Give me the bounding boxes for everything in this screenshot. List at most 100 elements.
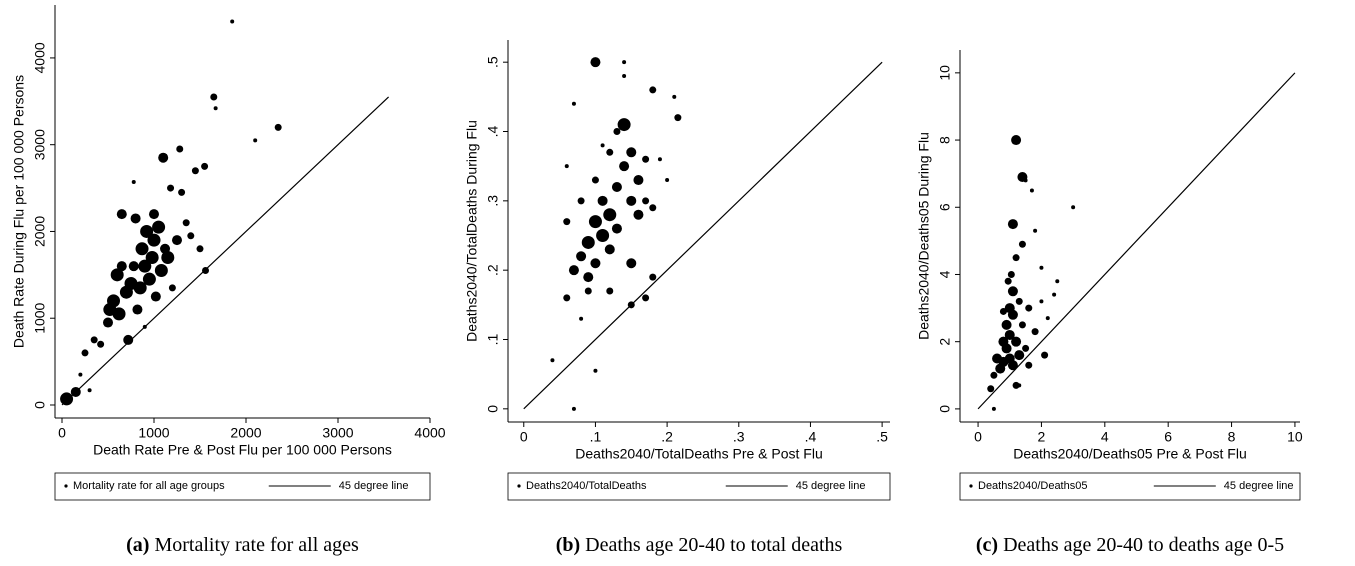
data-point (1017, 383, 1022, 388)
y-tick-label: 2000 (32, 216, 48, 247)
x-axis-title: Death Rate Pre & Post Flu per 100 000 Pe… (93, 442, 392, 458)
panel: 0 2 4 6 8 10 0 2 4 6 8 10 Deaths2040/Deaths05 Pre & … (916, 50, 1303, 556)
caption: (c) Deaths age 20-40 to deaths age 0-5 (976, 534, 1284, 556)
legend-text: 45 degree line (339, 480, 409, 492)
data-point (591, 176, 599, 184)
legend-text: Mortality rate for all age groups (73, 480, 225, 492)
x-tick-label: 0 (974, 429, 982, 445)
x-tick-label: 6 (1164, 429, 1172, 445)
data-point (611, 181, 622, 192)
y-tick-label: .1 (485, 333, 501, 345)
data-point (991, 406, 996, 411)
y-tick-label: .4 (485, 125, 501, 137)
data-point (131, 180, 136, 184)
data-point (158, 152, 169, 163)
data-point (1022, 344, 1030, 352)
data-point (633, 175, 644, 186)
y-tick-label: 10 (937, 65, 953, 81)
x-tick-label: 2 (1038, 429, 1046, 445)
data-point (138, 259, 152, 273)
data-point (182, 219, 190, 227)
data-point (1001, 319, 1012, 330)
caption: (b) Deaths age 20-40 to total deaths (556, 534, 843, 556)
data-point (588, 215, 602, 229)
data-point (60, 392, 74, 406)
data-point (1011, 336, 1022, 347)
y-tick-label: .3 (485, 195, 501, 207)
data-point (210, 93, 218, 101)
x-tick-label: 0 (520, 429, 528, 445)
y-tick-label: 3000 (32, 129, 48, 160)
y-axis-title: Deaths2040/TotalDeaths During Flu (464, 120, 480, 342)
data-point (990, 371, 998, 379)
data-point (1007, 219, 1018, 230)
data-point (583, 272, 594, 283)
legend-text: 45 degree line (796, 480, 866, 492)
data-point (1007, 270, 1015, 278)
data-point (613, 128, 621, 136)
x-tick-label: 0 (58, 425, 66, 441)
data-point (171, 235, 182, 246)
x-tick-label: 2000 (230, 425, 261, 441)
data-point (1018, 321, 1026, 329)
data-point (649, 273, 657, 281)
data-point (140, 224, 154, 238)
data-point (110, 268, 124, 282)
caption-label: (b) (556, 534, 580, 556)
data-point (649, 204, 657, 212)
data-point (571, 101, 576, 106)
data-point (550, 358, 555, 363)
y-axis-title: Death Rate During Flu per 100 000 Person… (11, 75, 27, 348)
y-tick-label: 0 (32, 401, 48, 409)
data-point (626, 258, 637, 269)
x-tick-label: 10 (1287, 429, 1303, 445)
y-tick-label: 2 (937, 338, 953, 346)
y-tick-label: 8 (937, 136, 953, 144)
x-tick-label: .3 (733, 429, 745, 445)
data-point (168, 284, 176, 292)
y-tick-label: 6 (937, 203, 953, 211)
data-point (665, 178, 670, 183)
panel: 0 .1 .2 .3 .4 .5 0 .1 .2 .3 .4 .5 Deaths2040/TotalDe… (464, 40, 891, 556)
caption-text: Deaths age 20-40 to total deaths (585, 534, 842, 556)
data-point (201, 162, 209, 170)
data-point (1007, 360, 1018, 371)
data-point (253, 138, 258, 143)
legend-text: 45 degree line (1224, 480, 1294, 492)
data-point (571, 406, 576, 411)
data-point (1039, 265, 1044, 270)
y-tick-label: 1000 (32, 302, 48, 333)
data-point (132, 304, 143, 315)
data-point (167, 184, 175, 192)
y-tick-label: 4000 (32, 42, 48, 73)
data-point (987, 385, 995, 393)
x-tick-label: 3000 (322, 425, 353, 441)
data-point (611, 223, 622, 234)
y-tick-label: 0 (937, 405, 953, 413)
data-point (674, 114, 682, 122)
y-tick-label: 4 (937, 270, 953, 278)
data-point (230, 19, 235, 24)
data-point (116, 261, 127, 272)
data-point (130, 213, 141, 224)
legend-text: Deaths2040/TotalDeaths (526, 480, 647, 492)
data-point (1007, 286, 1018, 297)
reference-line (61, 96, 390, 406)
data-point (1033, 228, 1038, 233)
data-point (116, 209, 127, 220)
data-point (1004, 329, 1015, 340)
data-point (213, 106, 218, 111)
data-point (642, 197, 650, 205)
data-point (1041, 351, 1049, 359)
data-point (597, 195, 608, 206)
data-point (581, 235, 595, 249)
data-point (90, 336, 98, 344)
data-point (178, 188, 186, 196)
data-point (1052, 292, 1057, 297)
data-point (564, 164, 569, 169)
data-point (1011, 135, 1022, 146)
data-point (1071, 205, 1076, 210)
data-point (657, 157, 662, 162)
data-point (622, 74, 627, 79)
data-point (161, 250, 175, 264)
